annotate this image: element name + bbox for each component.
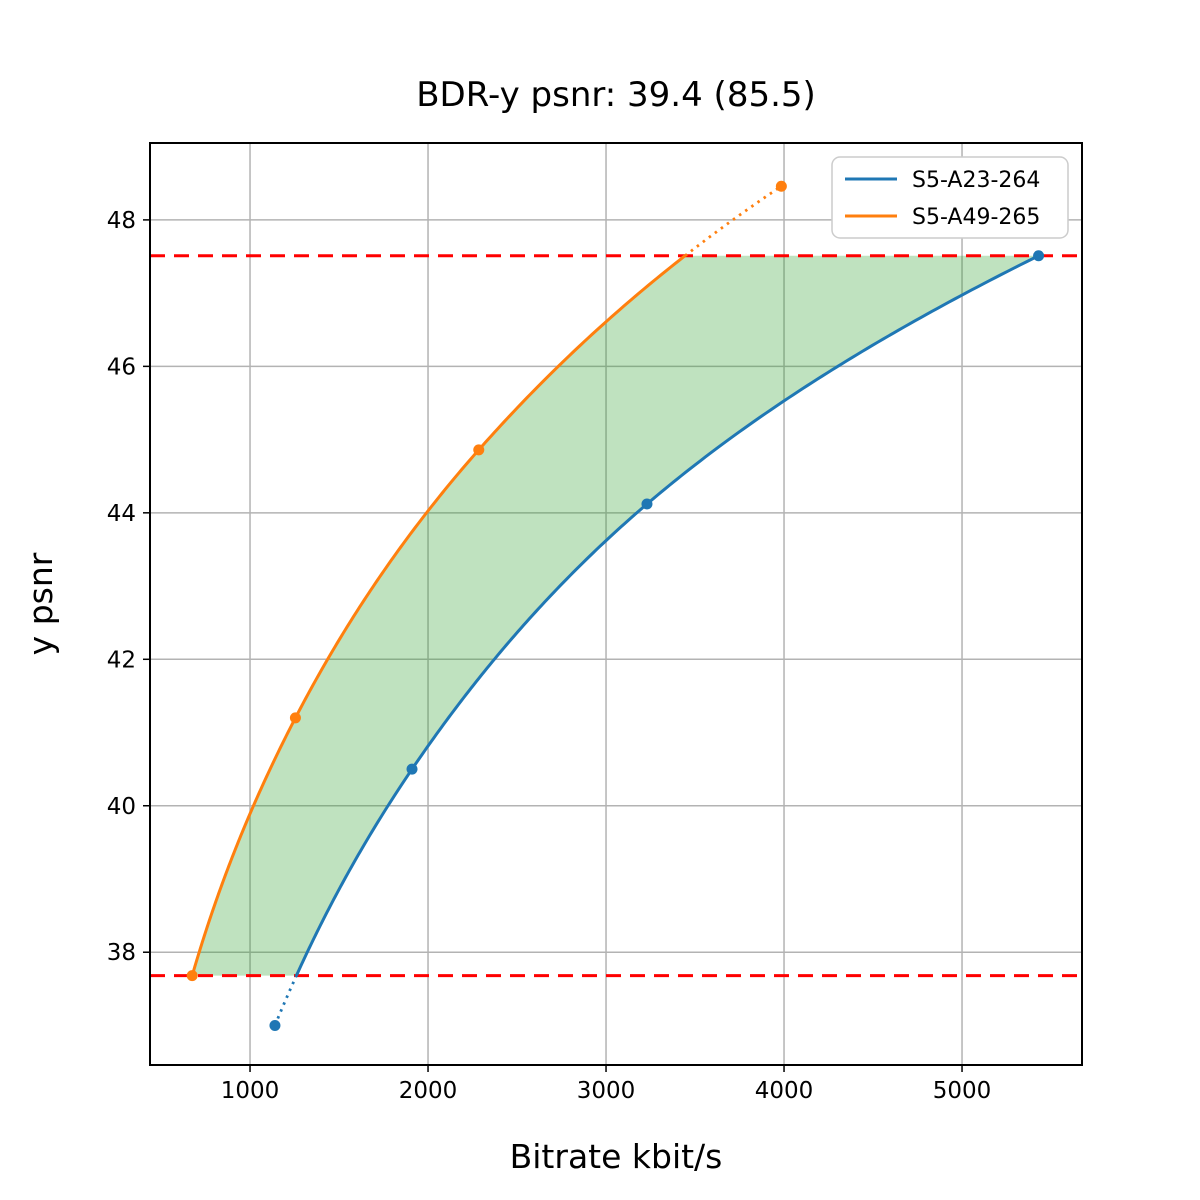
data-point-markers-layer — [186, 180, 1045, 1031]
series-S5-A49-265-dotted-1 — [684, 185, 783, 257]
tick-labels-layer: 1000 2000 3000 4000 5000 38 40 42 44 46 48 — [107, 208, 992, 1104]
x-tick-label-5000: 5000 — [933, 1078, 992, 1104]
y-tick-label-42: 42 — [107, 647, 136, 673]
data-point-S5-A49-265-3 — [775, 180, 787, 192]
data-point-S5-A49-265-2 — [473, 444, 485, 456]
overlap-bound-lines-layer — [150, 254, 1082, 978]
data-point-S5-A23-264-1 — [406, 763, 418, 775]
y-tick-label-46: 46 — [107, 354, 136, 380]
grid-layer — [150, 143, 1082, 1065]
x-tick-label-2000: 2000 — [399, 1078, 458, 1104]
x-tick-label-1000: 1000 — [221, 1078, 280, 1104]
y-tick-label-40: 40 — [107, 794, 136, 820]
y-tick-label-44: 44 — [107, 501, 136, 527]
axes-spines-ticks-layer — [143, 142, 1083, 1072]
y-tick-label-38: 38 — [107, 940, 136, 966]
y-axis-label: y psnr — [21, 552, 60, 655]
plot-border-spines — [149, 142, 1083, 1066]
x-tick-label-4000: 4000 — [755, 1078, 814, 1104]
series-S5-A49-265-solid-0 — [190, 254, 686, 977]
x-axis-label: Bitrate kbit/s — [510, 1137, 723, 1176]
data-point-S5-A23-264-0 — [269, 1019, 281, 1031]
series-curves-layer — [190, 185, 1040, 1026]
y-tick-label-48: 48 — [107, 208, 136, 234]
data-point-S5-A23-264-3 — [1033, 250, 1045, 262]
x-tick-label-3000: 3000 — [577, 1078, 636, 1104]
series-S5-A23-264-solid-1 — [295, 254, 1040, 977]
legend-label-S5-A49-265: S5-A49-265 — [912, 205, 1040, 230]
shaded-overlap-region — [192, 255, 1039, 976]
data-point-S5-A49-265-1 — [289, 712, 301, 724]
legend-label-S5-A23-264: S5-A23-264 — [912, 168, 1040, 193]
legend-box — [831, 156, 1069, 239]
data-point-S5-A49-265-0 — [186, 970, 198, 982]
series-S5-A23-264-dotted-0 — [273, 975, 298, 1026]
data-point-S5-A23-264-2 — [641, 498, 653, 510]
chart-title: BDR-y psnr: 39.4 (85.5) — [416, 75, 816, 115]
legend: S5-A23-264 S5-A49-265 — [831, 156, 1069, 239]
shaded-overlap-region-layer — [192, 255, 1039, 976]
